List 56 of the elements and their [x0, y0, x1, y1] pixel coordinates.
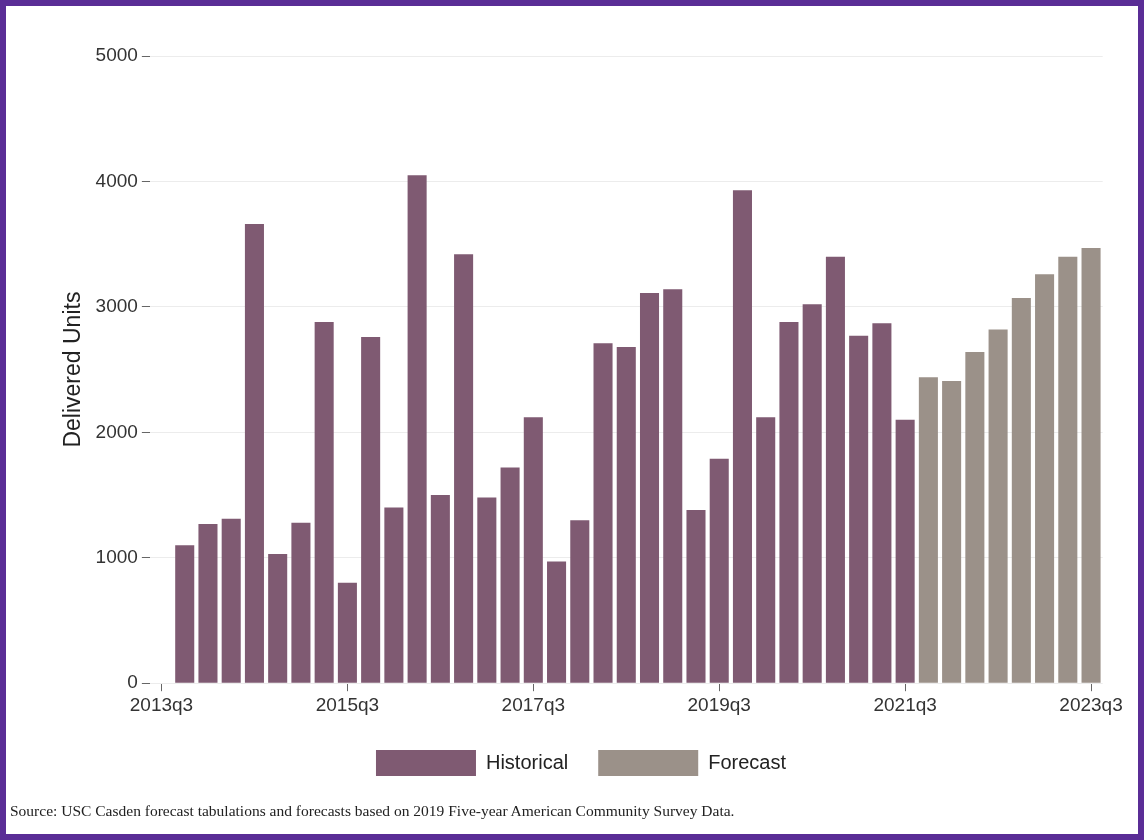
y-tick-label: 0: [127, 671, 138, 693]
y-axis-title: Delivered Units: [59, 291, 86, 448]
bar: [1058, 256, 1078, 683]
bar: [988, 329, 1008, 683]
bar: [523, 417, 543, 683]
y-tick-label: 5000: [95, 44, 138, 66]
bar: [756, 417, 776, 683]
bar: [221, 518, 241, 683]
x-tick-label: 2019q3: [687, 693, 751, 715]
bar: [802, 304, 822, 683]
bar: [593, 343, 613, 683]
legend-label: Forecast: [708, 750, 787, 773]
bar: [849, 335, 869, 683]
bar: [314, 321, 334, 683]
bar: [570, 520, 590, 683]
x-tick-label: 2013q3: [129, 693, 194, 715]
bar: [663, 289, 683, 683]
bar: [268, 554, 288, 683]
bar: [175, 545, 195, 683]
bar: [616, 347, 636, 683]
bar: [918, 377, 938, 683]
bar: [454, 254, 474, 683]
y-tick-label: 4000: [95, 169, 138, 191]
bar: [895, 419, 915, 683]
legend-label: Historical: [485, 750, 569, 773]
bar: [337, 582, 357, 683]
bar: [477, 497, 497, 683]
bar: [361, 336, 381, 683]
bar: [639, 293, 660, 683]
x-tick-label: 2015q3: [315, 693, 380, 715]
y-tick-label: 2000: [95, 420, 138, 442]
y-tick-label: 1000: [95, 545, 138, 567]
bar: [872, 323, 892, 683]
bar: [547, 561, 567, 683]
x-tick-label: 2021q3: [873, 693, 937, 715]
bar: [709, 458, 729, 683]
y-tick-label: 3000: [95, 295, 138, 317]
bar: [384, 507, 404, 683]
bar: [1035, 274, 1055, 683]
bar: [1011, 298, 1031, 683]
bar: [942, 380, 962, 683]
x-tick-label: 2017q3: [501, 693, 566, 715]
bar: [291, 522, 311, 683]
bar: [198, 523, 218, 683]
bar: [779, 321, 799, 683]
bar: [1081, 247, 1101, 683]
bar: [732, 190, 752, 683]
source-note: Source: USC Casden forecast tabulations and forecasts based on 2019 Five-year American Community Survey Data.: [10, 802, 736, 820]
bar: [500, 467, 520, 683]
bar: [965, 352, 985, 683]
bar: [244, 224, 264, 683]
x-tick-label: 2023q3: [1059, 693, 1123, 715]
bar: [825, 256, 845, 683]
bar: [686, 510, 706, 683]
bar: [430, 495, 450, 683]
bar: [407, 175, 427, 683]
